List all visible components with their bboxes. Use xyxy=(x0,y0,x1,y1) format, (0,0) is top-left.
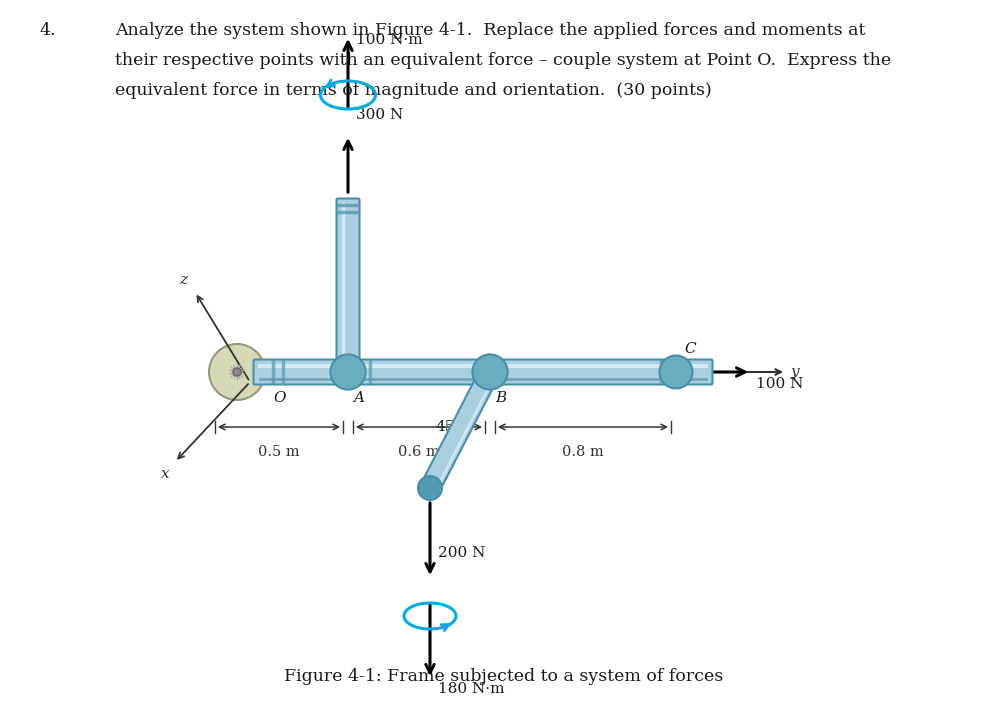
Text: their respective points with an equivalent force – couple system at Point O.  Ex: their respective points with an equivale… xyxy=(115,52,891,69)
Text: A: A xyxy=(353,391,364,405)
FancyBboxPatch shape xyxy=(337,198,360,373)
Text: x: x xyxy=(161,467,170,481)
Text: Figure 4-1: Frame subjected to a system of forces: Figure 4-1: Frame subjected to a system … xyxy=(284,668,724,685)
Text: Analyze the system shown in Figure 4-1.  Replace the applied forces and moments : Analyze the system shown in Figure 4-1. … xyxy=(115,22,866,39)
Text: C: C xyxy=(684,342,696,356)
Text: z: z xyxy=(179,273,187,287)
Circle shape xyxy=(209,344,265,400)
Text: 0.5 m: 0.5 m xyxy=(258,445,299,459)
Text: 180 N·m: 180 N·m xyxy=(438,682,504,696)
Circle shape xyxy=(473,354,508,390)
Text: 45°: 45° xyxy=(435,420,462,434)
FancyBboxPatch shape xyxy=(253,360,713,385)
Polygon shape xyxy=(421,367,499,493)
Text: equivalent force in terms of magnitude and orientation.  (30 points): equivalent force in terms of magnitude a… xyxy=(115,82,712,99)
Text: 100 N·m: 100 N·m xyxy=(356,33,422,47)
Circle shape xyxy=(331,354,366,390)
Text: 0.6 m: 0.6 m xyxy=(398,445,439,459)
Text: y: y xyxy=(791,365,799,379)
Circle shape xyxy=(233,368,241,376)
Text: B: B xyxy=(495,391,506,405)
Text: 0.8 m: 0.8 m xyxy=(562,445,604,459)
Text: O: O xyxy=(273,391,285,405)
Text: 300 N: 300 N xyxy=(356,108,403,122)
Text: 200 N: 200 N xyxy=(438,546,486,560)
Text: 4.: 4. xyxy=(40,22,56,39)
Circle shape xyxy=(418,476,442,500)
Text: 100 N: 100 N xyxy=(756,377,803,391)
Circle shape xyxy=(659,355,692,388)
